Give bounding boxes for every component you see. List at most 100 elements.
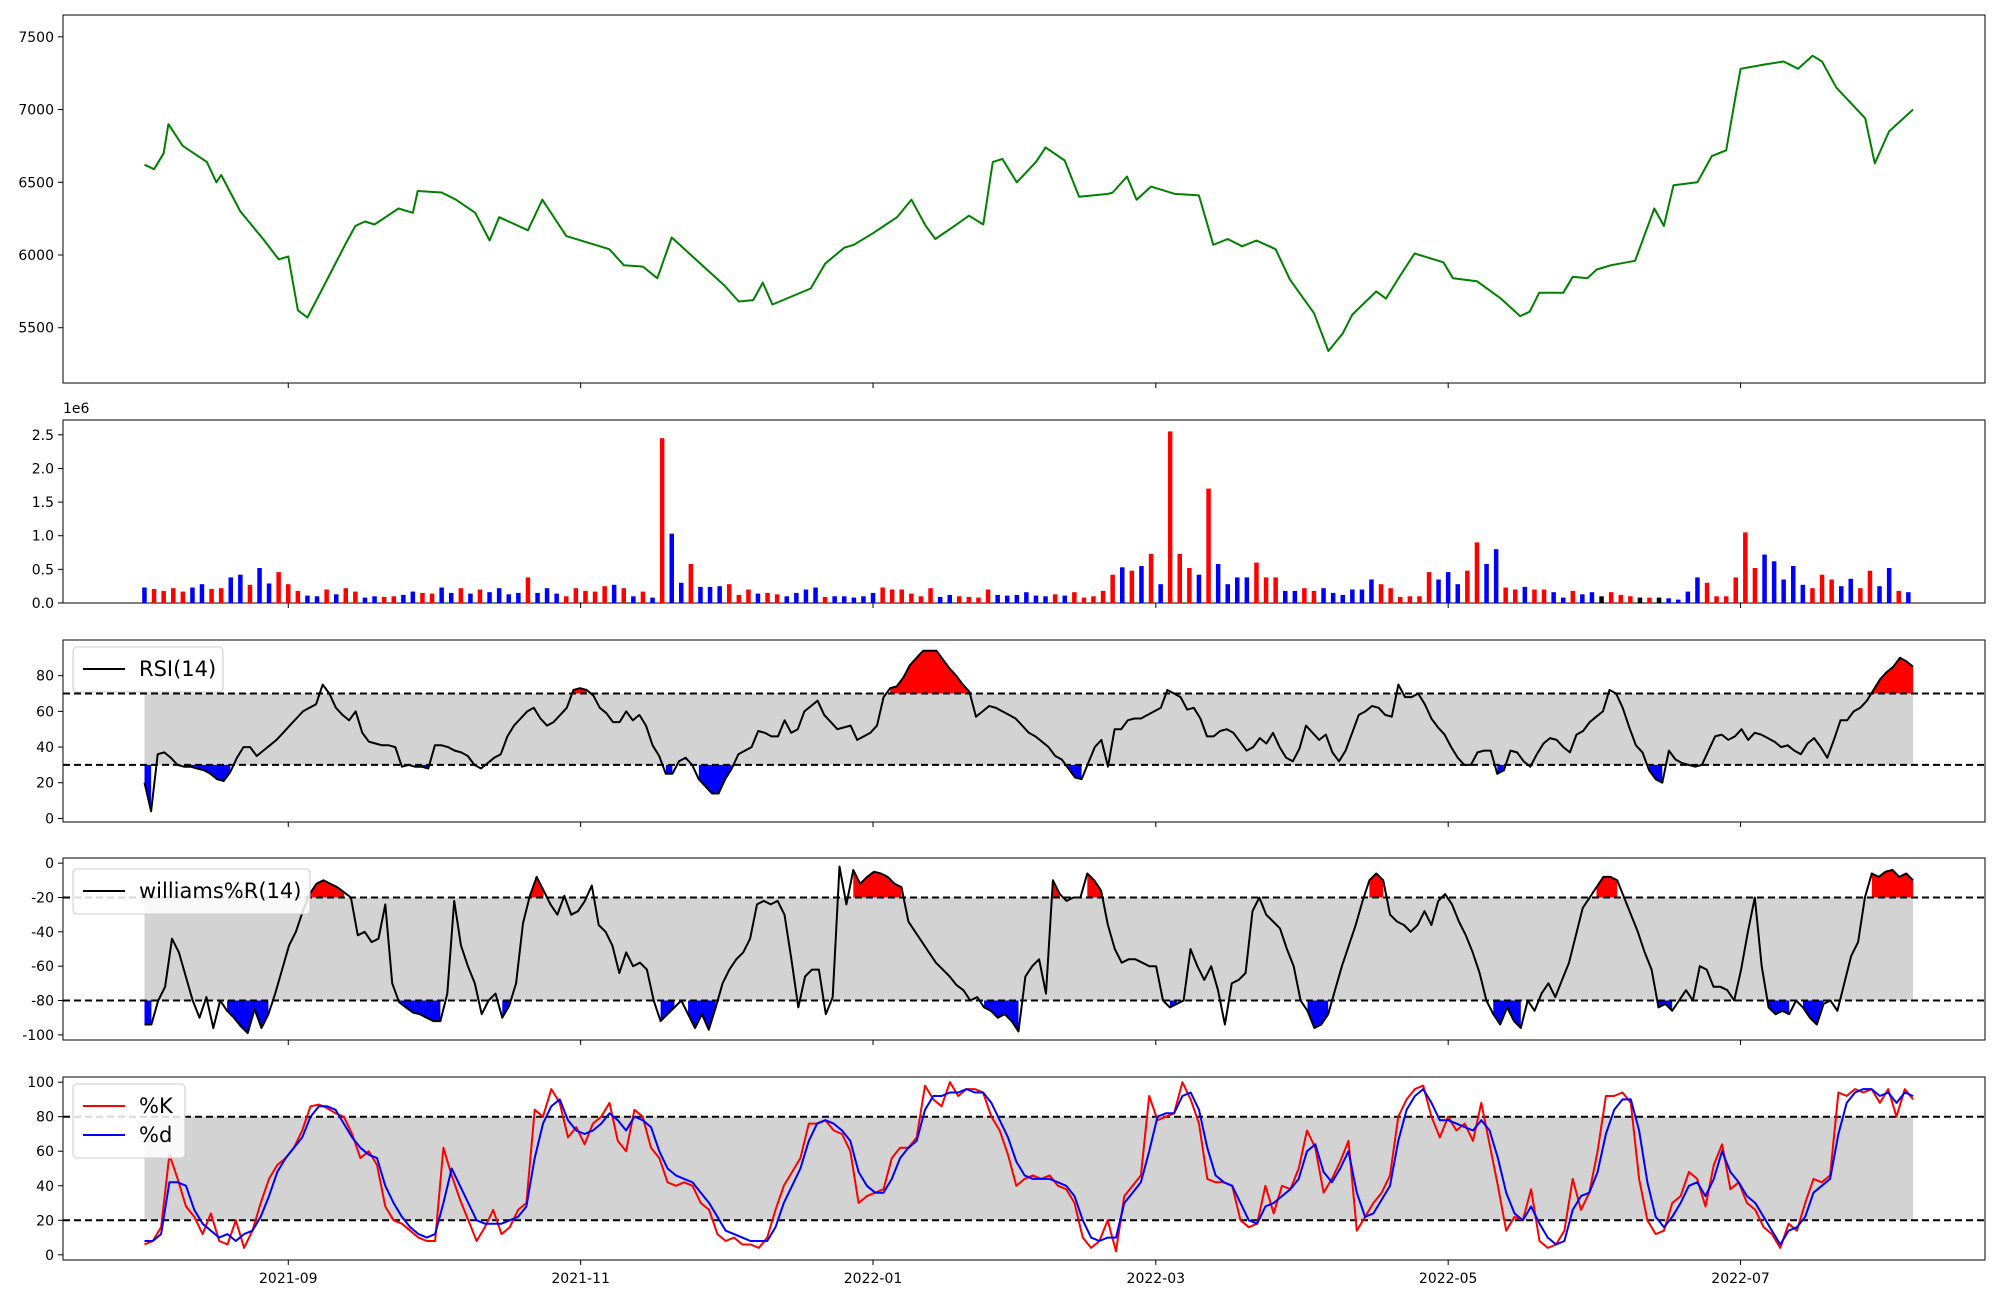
volume-bar <box>564 596 569 603</box>
volume-bar <box>1110 574 1115 603</box>
price-ytick-label: 5500 <box>18 321 54 337</box>
volume-bar <box>1005 595 1010 603</box>
volume-bar <box>1839 586 1844 603</box>
volume-bar <box>1158 584 1163 603</box>
volume-bar <box>1493 549 1499 603</box>
volume-bar <box>966 596 972 603</box>
volume-bar <box>1676 599 1681 603</box>
volume-bar <box>1810 588 1815 603</box>
volume-bar <box>1647 597 1652 603</box>
volume-bar <box>247 584 253 603</box>
volume-bar <box>621 588 626 603</box>
volume-bar <box>774 594 780 603</box>
williams-ytick-label: -60 <box>31 959 54 975</box>
volume-bar <box>1398 596 1403 603</box>
volume-bar <box>401 594 406 603</box>
volume-bar <box>851 597 857 603</box>
stochastic-xtick-label: 2021-09 <box>259 1271 318 1287</box>
volume-bar <box>1532 589 1537 603</box>
volume-scale-label: 1e6 <box>63 401 90 417</box>
volume-bar <box>1283 590 1288 603</box>
volume-bar <box>937 596 943 603</box>
volume-bar <box>1062 595 1067 603</box>
stochastic-xtick-label: 2022-03 <box>1127 1271 1186 1287</box>
volume-bar <box>525 577 531 603</box>
rsi-line <box>143 649 1914 813</box>
volume-bar <box>1311 590 1317 603</box>
volume-bar <box>1503 587 1508 603</box>
volume-bar <box>1666 598 1671 603</box>
rsi-panel: 0 20 40 60 80 RSI(14) <box>36 639 1986 827</box>
volume-bar <box>1235 577 1240 603</box>
volume-bar <box>631 596 636 603</box>
volume-ytick-label: 1.0 <box>32 529 54 545</box>
volume-bar <box>976 597 981 603</box>
volume-bar <box>1340 594 1345 603</box>
volume-bar <box>813 587 818 603</box>
rsi-neutral-band <box>144 693 1914 765</box>
volume-bar <box>1762 554 1767 603</box>
volume-bar <box>1215 564 1221 603</box>
volume-bar <box>161 590 166 603</box>
volume-bar <box>1263 577 1269 603</box>
volume-bar <box>496 588 502 603</box>
volume-bar <box>909 593 914 603</box>
volume-bar <box>1522 586 1528 603</box>
williams-line <box>144 865 1914 1035</box>
volume-bar <box>1436 579 1441 603</box>
volume-bar <box>1196 574 1202 603</box>
williams-legend-box <box>72 868 311 915</box>
volume-bar <box>1695 577 1700 603</box>
volume-bar <box>1139 566 1144 603</box>
volume-bar <box>266 583 272 603</box>
volume-bar <box>257 568 262 603</box>
stochastic-panel: 0 20 40 60 80 100 2021-09 2021-11 2022-01 2022-03… <box>27 1075 1986 1287</box>
volume-bar <box>1292 590 1298 603</box>
volume-bar <box>870 592 876 603</box>
volume-bar <box>602 586 607 603</box>
volume-bar <box>381 596 387 603</box>
volume-bar <box>1723 596 1729 603</box>
volume-bar <box>429 593 435 603</box>
volume-bar <box>832 596 837 603</box>
volume-bar <box>1608 592 1614 603</box>
volume-bar <box>1273 577 1278 603</box>
volume-bar <box>1819 574 1825 603</box>
volume-bar <box>1752 568 1758 603</box>
price-frame <box>62 14 1986 384</box>
rsi-ytick-label: 20 <box>36 776 54 792</box>
volume-bar <box>640 591 646 603</box>
stochastic-xtick-label: 2021-11 <box>551 1271 610 1287</box>
volume-bar <box>544 588 550 603</box>
williams-oversold-fill <box>144 1000 1838 1034</box>
volume-bar <box>880 587 885 603</box>
volume-bar <box>995 594 1000 603</box>
volume-bar <box>803 589 809 603</box>
volume-bar <box>420 592 425 603</box>
rsi-ytick-label: 40 <box>36 740 54 756</box>
volume-bar <box>842 596 847 603</box>
volume-bar <box>1407 596 1413 603</box>
volume-ytick-label: 1.5 <box>32 495 54 511</box>
volume-bar <box>477 589 483 603</box>
volume-ytick-label: 0.5 <box>32 562 54 578</box>
volume-bar <box>1771 561 1777 603</box>
price-line <box>144 54 1914 352</box>
volume-bar <box>1589 592 1595 603</box>
volume-bar <box>1656 597 1662 603</box>
volume-bar <box>295 590 301 603</box>
volume-bar <box>1330 592 1336 603</box>
rsi-frame <box>62 639 1986 823</box>
volume-bar <box>228 577 233 603</box>
volume-bar <box>343 588 348 603</box>
volume-bar <box>1848 578 1853 603</box>
volume-bar <box>1455 584 1460 603</box>
volume-bar <box>1120 567 1125 603</box>
volume-bar <box>391 596 396 603</box>
stochastic-legend-box <box>72 1083 186 1159</box>
volume-bar <box>1081 597 1087 603</box>
stochastic-xtick-label: 2022-05 <box>1419 1271 1478 1287</box>
volume-bar <box>1378 584 1384 603</box>
volume-bar <box>1369 579 1374 603</box>
volume-bar <box>1637 597 1643 603</box>
